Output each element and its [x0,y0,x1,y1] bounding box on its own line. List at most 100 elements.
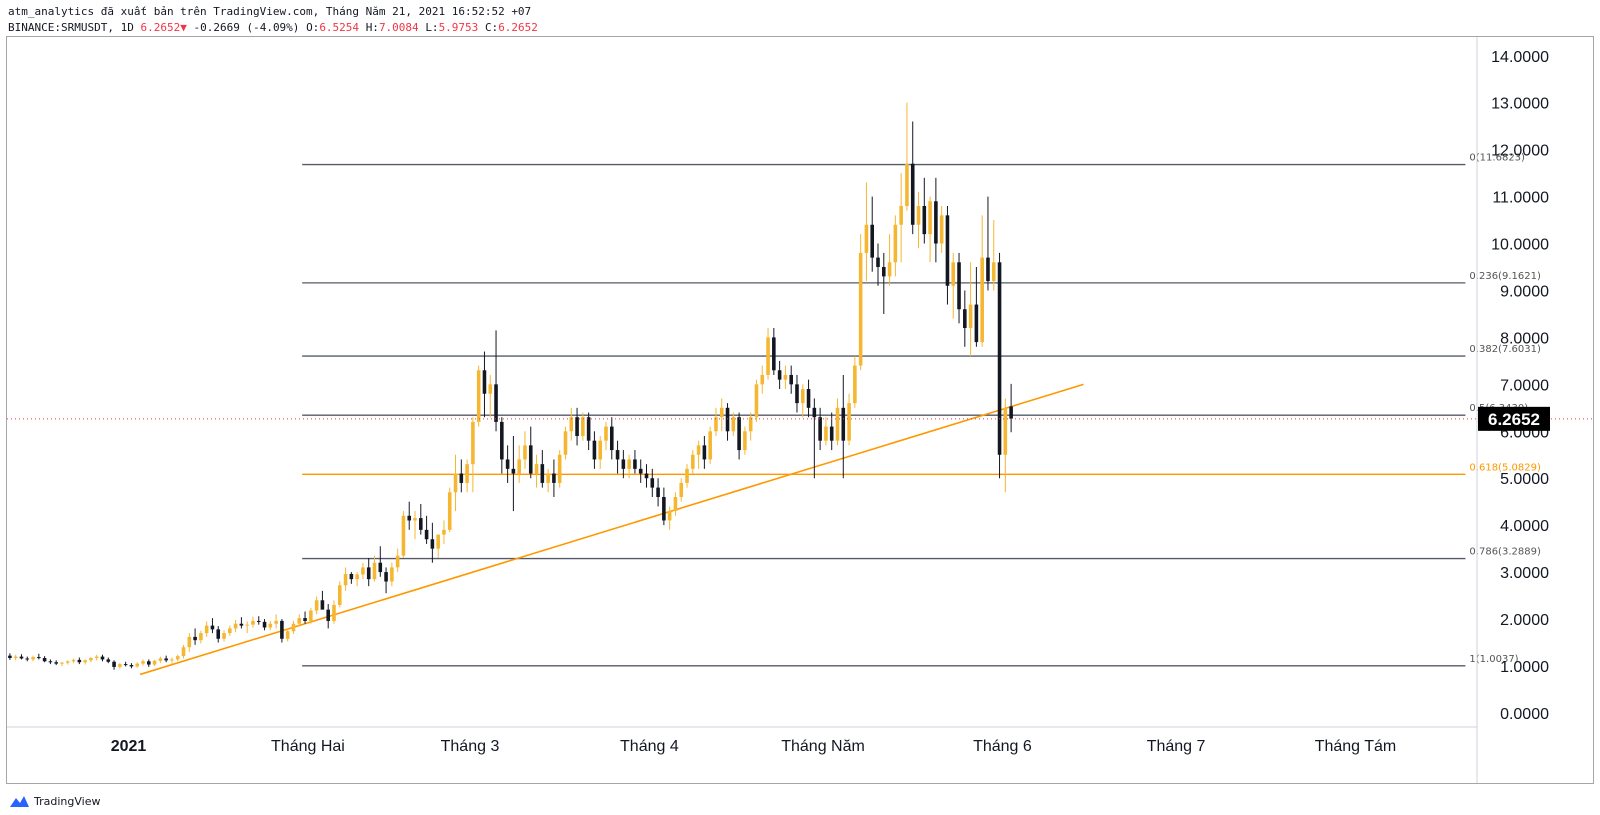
x-tick-label: Tháng Năm [781,738,865,755]
candle-body [384,572,388,582]
candle-body [106,659,111,662]
candle [326,604,330,629]
candle [586,412,591,451]
candle [251,616,255,628]
candle-body [824,426,828,441]
candle [372,555,377,582]
fib-level-label: 0.236(9.1621) [1469,271,1541,282]
y-tick-label: 2.0000 [1500,612,1549,629]
candle-body [442,529,446,535]
candle [575,407,579,446]
candle-body [77,659,82,663]
candle [100,654,105,662]
candle [158,656,163,664]
candle [320,590,325,610]
candle [777,360,782,390]
candle [384,567,388,594]
candle [256,616,261,625]
candle [488,374,493,418]
candle [366,558,371,587]
low-label: L: [425,21,439,34]
candle-body [644,473,649,479]
candle-body [199,633,203,641]
candle-body [754,384,759,418]
y-tick-label: 1.0000 [1500,659,1549,676]
candle-body [355,574,359,580]
candle-body [326,609,330,621]
candle [696,440,701,469]
candle-body [274,620,278,624]
candle [268,620,273,631]
y-tick-label: 13.0000 [1491,96,1549,113]
tradingview-logo[interactable]: TradingView [8,792,100,810]
candle-body [748,417,753,432]
candle-body [89,658,93,661]
candle-body [303,618,307,621]
candle [511,435,516,512]
candle-body [557,454,562,483]
y-tick-label: 7.0000 [1500,377,1549,394]
candle-body [48,661,53,663]
candle [829,412,834,451]
candle [598,435,603,469]
trendline-layer[interactable] [139,383,1084,676]
price-change: -0.2669 (-4.09%) [193,21,300,34]
candle [517,445,521,483]
candle [679,478,684,502]
candle-body [517,459,521,474]
candle-body [581,417,585,436]
candle-body [123,664,128,666]
candle [285,628,290,642]
candle [789,365,793,394]
candle-body [118,664,122,667]
candle-body [928,201,932,235]
candle-body [37,657,41,659]
fib-level-label: 0.786(3.2889) [1469,547,1541,558]
y-tick-label: 3.0000 [1500,565,1549,582]
fib-retracement[interactable]: 0(11.6823)0.236(9.1621)0.382(7.6031)0.5(… [302,153,1541,667]
candle-body [870,224,875,258]
candle [48,659,53,665]
low-value: 5.9753 [438,21,479,34]
candle [453,454,458,512]
y-tick-label: 5.0000 [1500,471,1549,488]
candle-body [141,661,145,664]
candle [89,657,93,663]
candle-body [25,658,30,660]
candle [621,450,626,479]
candle [228,625,232,636]
time-axis[interactable]: 2021 Tháng Hai Tháng 3 Tháng 4 Tháng Năm Thán… [7,726,1565,755]
candle [424,515,429,544]
candle [181,644,186,659]
candle-body [285,631,290,639]
candle-body [604,426,608,441]
x-tick-label: Tháng 9 [1506,738,1565,755]
candle-body [19,656,24,659]
candle-body [714,417,718,432]
candle [818,407,822,451]
candle-body [881,267,886,277]
candle-body [696,445,701,455]
candle-body [112,661,116,667]
fib-level-label: 0(11.6823) [1469,153,1525,164]
last-price-badge-label: 6.2652 [1488,410,1540,429]
candle [343,567,348,591]
candle-body [268,623,273,628]
candle-body [256,620,261,622]
candle-body [523,445,527,460]
candle [963,290,967,347]
candle-body [233,623,238,629]
candle [106,657,111,664]
symbol-interval[interactable]: BINANCE:SRMUSDT, 1D [8,21,134,34]
price-chart[interactable]: 0(11.6823)0.236(9.1621)0.382(7.6031)0.5(… [7,37,1593,783]
candle-body [702,445,707,460]
price-axis[interactable]: 0.00001.00002.00003.00004.00005.00006.00… [1476,37,1550,783]
chart-frame[interactable]: 0(11.6823)0.236(9.1621)0.382(7.6031)0.5(… [6,36,1594,784]
candle-body [1009,406,1013,419]
candle [905,102,909,211]
candle-body [691,454,695,469]
candle-body [853,365,857,404]
candle-body [94,656,99,658]
candle [876,243,880,286]
candle-body [204,625,209,634]
